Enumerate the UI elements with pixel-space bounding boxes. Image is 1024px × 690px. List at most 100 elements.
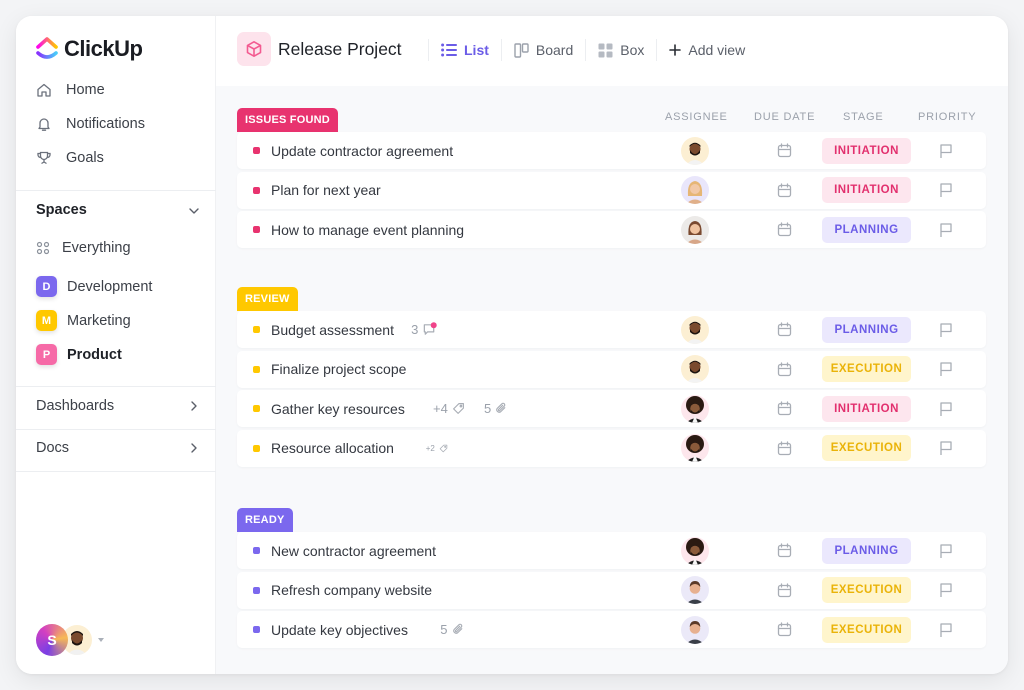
stage-badge[interactable]: INITIATION <box>822 137 911 164</box>
task-row[interactable]: Budget assessment 3 PLANNING <box>237 311 986 348</box>
task-name[interactable]: Budget assessment <box>271 321 394 338</box>
due-date-button[interactable] <box>777 582 792 598</box>
task-name[interactable]: Plan for next year <box>271 182 381 198</box>
stage-badge[interactable]: EXECUTION <box>822 356 911 382</box>
clickup-logo[interactable]: ClickUp <box>36 36 143 62</box>
task-status-dot[interactable] <box>253 365 260 373</box>
sidebar-item-home[interactable]: Home <box>36 82 105 98</box>
sidebar-item-docs[interactable]: Docs <box>36 440 201 456</box>
status-group-label[interactable]: READY <box>237 508 293 532</box>
comment-count[interactable]: 3 <box>411 322 438 337</box>
task-name[interactable]: Resource allocation <box>271 440 394 456</box>
column-header-stage[interactable]: STAGE <box>843 111 884 123</box>
tab-box[interactable]: Box <box>586 42 656 58</box>
task-name[interactable]: New contractor agreement <box>271 542 436 559</box>
priority-button[interactable] <box>938 582 954 598</box>
assignee-avatar[interactable] <box>681 536 709 565</box>
task-row[interactable]: Resource allocation +2 EXECUTION <box>237 429 986 467</box>
tab-board[interactable]: Board <box>502 42 585 58</box>
space-marketing[interactable]: M Marketing <box>36 310 131 331</box>
stage-badge[interactable]: PLANNING <box>822 216 911 243</box>
divider <box>16 471 216 472</box>
task-name[interactable]: Update contractor agreement <box>271 142 454 159</box>
status-group-label[interactable]: REVIEW <box>237 287 298 311</box>
task-status-dot[interactable] <box>253 547 260 554</box>
stage-badge[interactable]: INITIATION <box>822 177 911 203</box>
priority-button[interactable] <box>938 222 954 238</box>
space-avatar: D <box>36 276 57 297</box>
space-everything[interactable]: Everything <box>36 240 131 256</box>
column-header-assignee[interactable]: ASSIGNEE <box>665 111 728 123</box>
attachment-count[interactable]: 5 <box>440 622 464 637</box>
assignee-avatar[interactable] <box>681 355 709 383</box>
due-date-button[interactable] <box>777 543 792 558</box>
task-name[interactable]: Finalize project scope <box>271 361 407 377</box>
task-row[interactable]: New contractor agreement PLANNING <box>237 532 986 569</box>
task-status-dot[interactable] <box>253 586 260 594</box>
task-name[interactable]: Gather key resources <box>271 400 405 417</box>
stage-badge[interactable]: PLANNING <box>822 537 911 564</box>
due-date-button[interactable] <box>777 361 792 377</box>
space-product[interactable]: P Product <box>36 344 122 365</box>
sidebar-item-dashboards[interactable]: Dashboards <box>36 398 201 414</box>
due-date-button[interactable] <box>777 401 792 416</box>
task-row[interactable]: Refresh company website EXECUTION <box>237 571 986 609</box>
task-status-dot[interactable] <box>253 226 260 233</box>
status-group-label[interactable]: ISSUES FOUND <box>237 108 338 132</box>
stage-badge[interactable]: PLANNING <box>822 316 911 343</box>
column-header-due-date[interactable]: DUE DATE <box>754 111 816 123</box>
priority-button[interactable] <box>938 401 954 417</box>
task-status-dot[interactable] <box>253 444 260 452</box>
task-status-dot[interactable] <box>253 405 260 412</box>
stage-badge[interactable]: EXECUTION <box>822 577 911 603</box>
due-date-button[interactable] <box>777 322 792 337</box>
task-name[interactable]: Update key objectives <box>271 621 408 638</box>
task-row[interactable]: How to manage event planning PLANNING <box>237 211 986 248</box>
task-status-dot[interactable] <box>253 326 260 333</box>
assignee-avatar[interactable] <box>681 315 709 344</box>
task-row[interactable]: Update contractor agreement INITIATION <box>237 132 986 169</box>
assignee-avatar[interactable] <box>681 215 709 244</box>
due-date-button[interactable] <box>777 182 792 198</box>
assignee-avatar[interactable] <box>681 394 709 423</box>
task-status-dot[interactable] <box>253 147 260 154</box>
sidebar-item-goals[interactable]: Goals <box>36 150 104 166</box>
task-status-dot[interactable] <box>253 186 260 194</box>
column-header-priority[interactable]: PRIORITY <box>918 111 977 123</box>
task-row[interactable]: Update key objectives 5 EXECUTION <box>237 611 986 648</box>
stage-badge[interactable]: EXECUTION <box>822 435 911 461</box>
priority-button[interactable] <box>938 182 954 198</box>
task-row[interactable]: Gather key resources +4 5 INITIATION <box>237 390 986 427</box>
assignee-avatar[interactable] <box>681 576 709 604</box>
due-date-button[interactable] <box>777 222 792 237</box>
priority-button[interactable] <box>938 622 954 638</box>
priority-button[interactable] <box>938 440 954 456</box>
tab-list[interactable]: List <box>429 42 501 58</box>
priority-button[interactable] <box>938 361 954 377</box>
tag-count[interactable]: +2 <box>426 444 448 453</box>
stage-badge[interactable]: EXECUTION <box>822 616 911 643</box>
stage-badge[interactable]: INITIATION <box>822 395 911 422</box>
task-name[interactable]: How to manage event planning <box>271 221 465 238</box>
due-date-button[interactable] <box>777 143 792 158</box>
assignee-avatar[interactable] <box>681 434 709 462</box>
priority-button[interactable] <box>938 322 954 338</box>
assignee-avatar[interactable] <box>681 615 709 644</box>
assignee-avatar[interactable] <box>681 136 709 165</box>
task-row[interactable]: Plan for next year INITIATION <box>237 171 986 209</box>
chevron-down-icon[interactable] <box>187 204 201 218</box>
add-view-button[interactable]: Add view <box>657 42 757 58</box>
due-date-button[interactable] <box>777 440 792 456</box>
attachment-count[interactable]: 5 <box>484 401 508 416</box>
task-row[interactable]: Finalize project scope EXECUTION <box>237 350 986 388</box>
sidebar-item-notifications[interactable]: Notifications <box>36 116 145 132</box>
assignee-avatar[interactable] <box>681 176 709 204</box>
priority-button[interactable] <box>938 543 954 559</box>
due-date-button[interactable] <box>777 622 792 637</box>
task-name[interactable]: Refresh company website <box>271 582 433 598</box>
space-development[interactable]: D Development <box>36 276 152 297</box>
task-status-dot[interactable] <box>253 626 260 633</box>
user-menu[interactable]: S <box>36 624 104 656</box>
tag-count[interactable]: +4 <box>433 401 465 416</box>
priority-button[interactable] <box>938 143 954 159</box>
